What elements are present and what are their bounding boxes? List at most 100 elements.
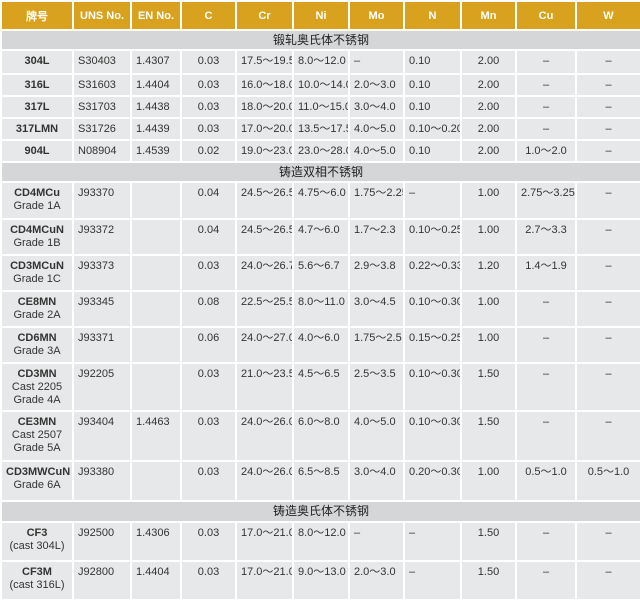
column-header: Cu xyxy=(515,0,577,31)
value-cell: 0.20～0.30 xyxy=(403,460,462,502)
data-row: CE8MN Grade 2A J93345 0.08 22.5～25.5 8.0～11.0… xyxy=(0,290,640,328)
section-title: 锻轧奥氏体不锈钢 xyxy=(0,29,640,51)
value-cell: 0.08 xyxy=(180,290,237,328)
value-cell: 1.4404 xyxy=(130,560,182,601)
value-cell: 1.0～2.0 xyxy=(515,139,577,163)
value-cell: – xyxy=(575,410,640,462)
value-cell: 24.5～26.5 xyxy=(235,218,294,256)
value-cell: 1.00 xyxy=(460,290,517,328)
grade-cell: 317LMN xyxy=(0,117,74,141)
value-cell: J92800 xyxy=(72,560,132,601)
grade-cell: CD6MN Grade 3A xyxy=(0,326,74,364)
value-cell: – xyxy=(575,181,640,220)
value-cell: 0.22～0.33 xyxy=(403,254,462,292)
grade-cell: CD3MN Cast 2205 Grade 4A xyxy=(0,362,74,412)
value-cell: 4.0～5.0 xyxy=(348,117,405,141)
value-cell: 1.7～2.3 xyxy=(348,218,405,256)
value-cell: 2.7～3.3 xyxy=(515,218,577,256)
data-row: 317LMN S31726 1.4439 0.03 17.0～20.0 13.5～17.5… xyxy=(0,117,640,141)
value-cell: J92205 xyxy=(72,362,132,412)
value-cell: 1.4～1.9 xyxy=(515,254,577,292)
empty-cell xyxy=(130,218,182,256)
value-cell: J92500 xyxy=(72,521,132,562)
grade-line: 304L xyxy=(24,55,50,67)
grade-line: CE3MN xyxy=(17,416,57,428)
value-cell: 17.0～20.0 xyxy=(235,117,294,141)
value-cell: 3.0～4.5 xyxy=(348,290,405,328)
value-cell: – xyxy=(515,362,577,412)
column-header: Mo xyxy=(348,0,405,31)
table-body: 锻轧奥氏体不锈钢 304L S30403 1.4307 0.03 17.5～19.5 8.0… xyxy=(0,29,640,601)
value-cell: – xyxy=(348,49,405,75)
value-cell: – xyxy=(575,95,640,119)
value-cell: 17.0～21.0 xyxy=(235,560,294,601)
data-row: CD4MCu Grade 1A J93370 0.04 24.5～26.5 4.75～6.… xyxy=(0,181,640,220)
column-header: Cr xyxy=(235,0,294,31)
value-cell: 0.03 xyxy=(180,521,237,562)
value-cell: 0.03 xyxy=(180,95,237,119)
value-cell: J93372 xyxy=(72,218,132,256)
value-cell: 24.0～26.0 xyxy=(235,460,294,502)
grade-cell: CD4MCu Grade 1A xyxy=(0,181,74,220)
value-cell: 23.0～28.0 xyxy=(292,139,350,163)
value-cell: J93373 xyxy=(72,254,132,292)
value-cell: – xyxy=(575,290,640,328)
grade-line: (cast 316L) xyxy=(9,579,65,591)
value-cell: J93370 xyxy=(72,181,132,220)
value-cell: 0.10～0.30 xyxy=(403,362,462,412)
section-row: 铸造奥氏体不锈钢 xyxy=(0,500,640,523)
value-cell: 4.75～6.0 xyxy=(292,181,350,220)
value-cell: 0.5～1.0 xyxy=(515,460,577,502)
value-cell: 1.4306 xyxy=(130,521,182,562)
grade-line: Grade 1A xyxy=(13,200,61,212)
grade-line: 904L xyxy=(24,145,50,157)
empty-cell xyxy=(130,181,182,220)
section-row: 铸造双相不锈钢 xyxy=(0,161,640,183)
value-cell: 1.00 xyxy=(460,460,517,502)
grade-line: CD3MCuN xyxy=(10,260,64,272)
value-cell: 4.7～6.0 xyxy=(292,218,350,256)
value-cell: N08904 xyxy=(72,139,132,163)
data-row: CD4MCuN Grade 1B J93372 0.04 24.5～26.5 4.7～6.… xyxy=(0,218,640,256)
value-cell: – xyxy=(403,521,462,562)
grade-line: Grade 1C xyxy=(13,273,61,285)
section-row: 锻轧奥氏体不锈钢 xyxy=(0,29,640,51)
value-cell: 3.0～4.0 xyxy=(348,460,405,502)
value-cell: 13.5～17.5 xyxy=(292,117,350,141)
grade-cell: 316L xyxy=(0,73,74,97)
value-cell: 1.75～2.25 xyxy=(348,181,405,220)
value-cell: 0.10 xyxy=(403,49,462,75)
value-cell: J93345 xyxy=(72,290,132,328)
value-cell: – xyxy=(575,49,640,75)
grade-line: CD3MWCuN xyxy=(6,466,71,478)
value-cell: 2.00 xyxy=(460,49,517,75)
empty-cell xyxy=(130,460,182,502)
grade-line: CD4MCuN xyxy=(10,224,64,236)
value-cell: J93404 xyxy=(72,410,132,462)
grade-line: (cast 304L) xyxy=(9,540,65,552)
value-cell: – xyxy=(515,560,577,601)
empty-cell xyxy=(130,326,182,364)
value-cell: – xyxy=(575,560,640,601)
value-cell: 1.50 xyxy=(460,521,517,562)
grade-line: Grade 4A xyxy=(13,394,61,406)
value-cell: 0.10～0.30 xyxy=(403,410,462,462)
value-cell: – xyxy=(515,49,577,75)
value-cell: 10.0～14.0 xyxy=(292,73,350,97)
value-cell: 1.50 xyxy=(460,362,517,412)
value-cell: 2.9～3.8 xyxy=(348,254,405,292)
value-cell: – xyxy=(515,326,577,364)
value-cell: 8.0～11.0 xyxy=(292,290,350,328)
column-header: W xyxy=(575,0,640,31)
value-cell: S31603 xyxy=(72,73,132,97)
column-header: C xyxy=(180,0,237,31)
value-cell: 2.75～3.25 xyxy=(515,181,577,220)
value-cell: 0.10 xyxy=(403,95,462,119)
value-cell: 0.10～0.30 xyxy=(403,290,462,328)
value-cell: 2.0～3.0 xyxy=(348,560,405,601)
value-cell: 0.10～0.20 xyxy=(403,117,462,141)
value-cell: 0.03 xyxy=(180,73,237,97)
data-row: CF3M (cast 316L) J92800 1.4404 0.03 17.0～21.0… xyxy=(0,560,640,601)
